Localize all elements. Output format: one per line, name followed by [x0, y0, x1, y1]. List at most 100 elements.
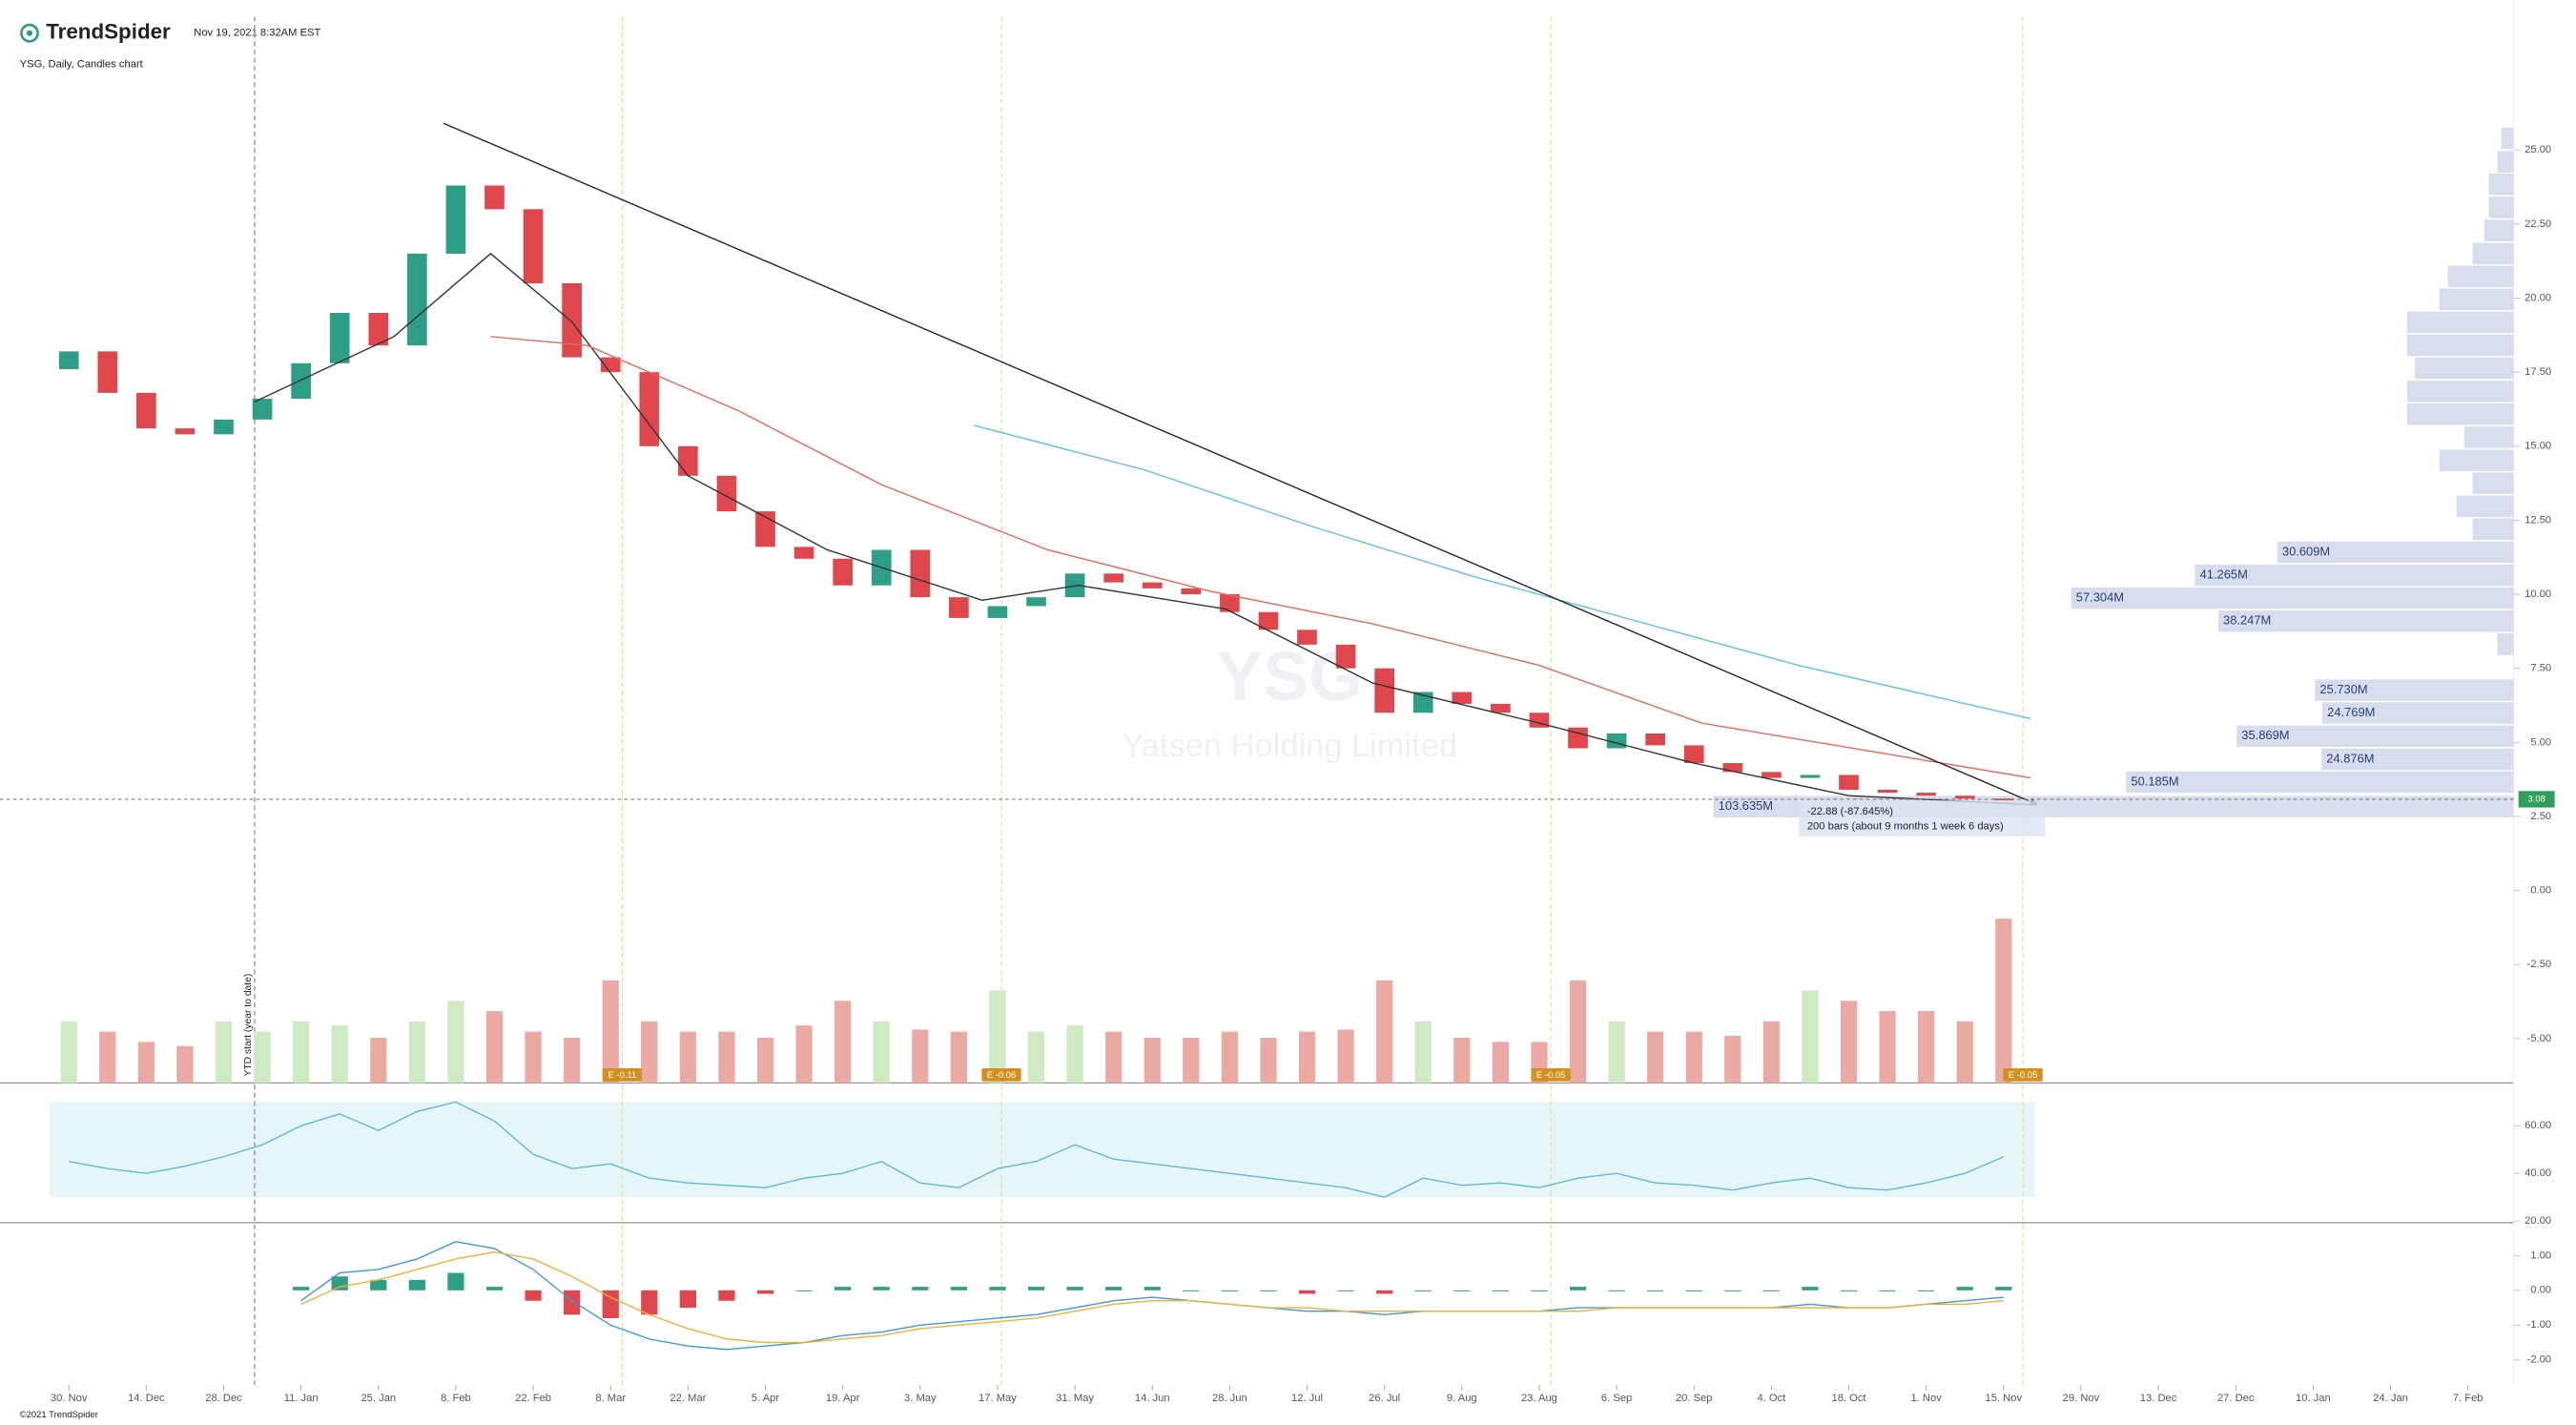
y-tick-label: 60.00	[2524, 1120, 2551, 1131]
volume-profile-bar	[2447, 265, 2514, 288]
macd-histogram	[525, 1290, 542, 1301]
volume-profile-bar	[2406, 381, 2514, 403]
timestamp: Nov 19, 2021 8:32AM EST	[194, 28, 320, 39]
x-tick-label: 12. Jul	[1291, 1393, 1323, 1404]
x-tick-label: 22. Mar	[670, 1393, 706, 1404]
candle-body	[1452, 692, 1473, 704]
volume-bar	[1183, 1038, 1200, 1084]
x-tick-label: 28. Dec	[205, 1393, 242, 1404]
volume-profile-bar	[2439, 449, 2514, 471]
candle-body	[1683, 745, 1704, 764]
logo	[20, 23, 39, 43]
candle-body	[1722, 763, 1743, 773]
macd-histogram	[1956, 1287, 1973, 1291]
earnings-badge	[1531, 1067, 1571, 1082]
volume-profile-bar	[2439, 288, 2514, 310]
macd-histogram	[1376, 1290, 1393, 1294]
candle-body	[291, 362, 311, 400]
volume-bar	[254, 1031, 271, 1084]
candle-body	[1220, 594, 1240, 612]
x-tick-label: 27. Dec	[2217, 1393, 2255, 1404]
volume-profile-bar	[2483, 219, 2514, 241]
volume-bar	[331, 1025, 348, 1084]
volume-bar	[1802, 990, 1819, 1084]
volume-bar	[1492, 1042, 1509, 1084]
candle-body	[949, 597, 969, 618]
x-tick-label: 17. May	[979, 1393, 1017, 1404]
volume-bar	[1724, 1035, 1741, 1084]
volume-profile-label: 41.265M	[2200, 568, 2248, 582]
candle-body	[1142, 582, 1163, 589]
candle-body	[793, 547, 814, 559]
macd-histogram	[331, 1276, 348, 1291]
y-tick-label: 7.50	[2530, 663, 2551, 674]
candle-body	[484, 185, 505, 210]
volume-profile-bar	[2497, 151, 2514, 173]
volume-bar	[1337, 1029, 1354, 1084]
x-tick-label: 5. Apr	[752, 1393, 780, 1404]
candle-body	[1258, 611, 1279, 630]
volume-profile-label: 35.869M	[2241, 728, 2289, 742]
x-tick-label: 7. Feb	[2453, 1393, 2483, 1404]
volume-profile-label: 103.635M	[1719, 798, 1773, 813]
candle-body	[1412, 692, 1433, 713]
volume-profile-bar	[2463, 426, 2514, 448]
y-tick-label: 20.00	[2524, 292, 2551, 303]
candle-body	[1800, 774, 1821, 778]
candle-body	[1993, 798, 2014, 801]
candle-body	[136, 392, 156, 429]
volume-profile-bar	[2277, 541, 2514, 564]
volume-profile-label: 30.609M	[2282, 544, 2330, 558]
earnings-badge	[602, 1067, 643, 1082]
volume-bar	[795, 1025, 813, 1084]
earnings-label: E -0.05	[2009, 1070, 2038, 1081]
earnings-label: E -0.05	[1536, 1070, 1566, 1081]
candle-body	[368, 313, 389, 346]
candle-body	[97, 351, 118, 393]
y-tick-label: 0.00	[2530, 885, 2551, 897]
last-price-label: 3.08	[2527, 794, 2545, 804]
x-tick-label: 10. Jan	[2296, 1393, 2331, 1404]
volume-bar	[564, 1038, 581, 1084]
footer: ©2021 TrendSpider	[20, 1410, 98, 1420]
volume-profile-bar	[2236, 725, 2514, 748]
volume-profile-label: 38.247M	[2223, 613, 2271, 628]
y-tick-label: 17.50	[2524, 366, 2551, 378]
volume-bar	[1879, 1011, 1896, 1084]
volume-bar	[1608, 1021, 1625, 1084]
macd-histogram	[873, 1287, 890, 1291]
earnings-badge	[981, 1067, 1021, 1082]
x-tick-label: 28. Jun	[1212, 1393, 1247, 1404]
volume-bar	[447, 1001, 464, 1084]
volume-profile-bar	[2406, 334, 2514, 357]
volume-profile-bar	[2321, 748, 2514, 771]
x-tick-label: 23. Aug	[1521, 1393, 1557, 1404]
x-tick-label: 8. Mar	[595, 1393, 626, 1404]
x-tick-label: 15. Nov	[1986, 1393, 2023, 1404]
moving-average	[254, 253, 2031, 806]
last-price-box	[2518, 791, 2555, 808]
volume-bar	[835, 1001, 852, 1084]
volume-profile-label: 25.730M	[2319, 682, 2367, 696]
macd-histogram	[950, 1287, 967, 1291]
candle-body	[407, 253, 427, 346]
candle-body	[1181, 588, 1202, 595]
volume-bar	[99, 1031, 116, 1084]
volume-bar	[293, 1021, 310, 1084]
volume-bar	[525, 1031, 542, 1084]
x-tick-label: 6. Sep	[1601, 1393, 1632, 1404]
candle-body	[910, 549, 931, 598]
candle-body	[252, 399, 273, 420]
volume-bar	[1762, 1021, 1780, 1084]
y-tick-label: 12.50	[2524, 514, 2551, 526]
candle-body	[1877, 790, 1898, 794]
volume-bar	[679, 1031, 696, 1084]
y-tick-label: 0.00	[2530, 1285, 2551, 1296]
earnings-badge	[2003, 1067, 2043, 1082]
volume-bar	[215, 1021, 233, 1084]
x-tick-label: 13. Dec	[2140, 1393, 2177, 1404]
y-tick-label: 5.00	[2530, 736, 2551, 748]
macd-histogram	[835, 1287, 852, 1291]
y-tick-label: -2.50	[2527, 959, 2552, 970]
rsi-band	[49, 1102, 2035, 1198]
